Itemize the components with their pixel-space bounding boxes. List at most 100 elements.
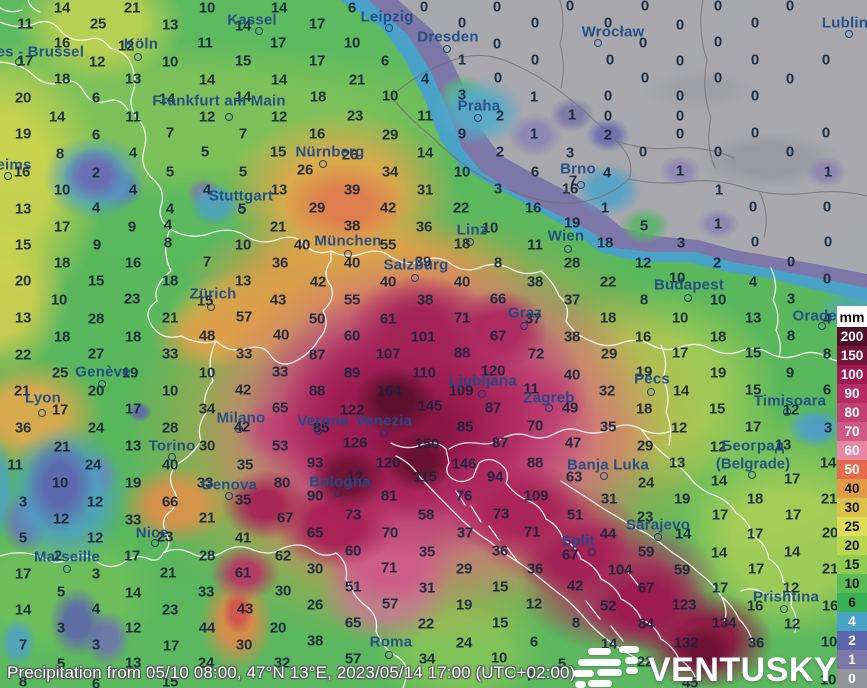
precip-value: 6 (380, 52, 390, 70)
precip-value: 87 (491, 434, 509, 452)
legend-cell-60: 60 (837, 441, 867, 460)
city-label: Brno (560, 160, 596, 178)
precip-value: 21 (269, 218, 287, 236)
precip-value: 10 (671, 309, 689, 327)
precip-value: 0 (675, 87, 685, 105)
precip-value: 7 (568, 172, 578, 190)
precip-value: 14 (416, 144, 434, 162)
precip-value: 123 (671, 596, 697, 614)
precip-value: 5 (165, 163, 175, 181)
precip-value: 5 (238, 163, 248, 181)
precip-value: 40 (453, 273, 471, 291)
precip-value: 0 (457, 14, 467, 32)
precip-value: 13 (668, 454, 686, 472)
precip-value: 19 (124, 474, 142, 492)
precip-value: 7 (165, 124, 175, 142)
precip-value: 14 (270, 0, 288, 17)
precip-value: 71 (453, 309, 471, 327)
precip-value: 11 (523, 380, 539, 398)
precip-value: 57 (381, 595, 399, 613)
precip-value: 0 (713, 0, 723, 15)
precip-value: 13 (161, 16, 179, 34)
precip-value: 57 (235, 308, 253, 326)
precip-value: 18 (53, 254, 71, 272)
precip-value: 29 (455, 560, 473, 578)
precip-value: 17 (783, 470, 801, 488)
precip-value: 21 (159, 564, 177, 582)
legend-cell-70: 70 (837, 422, 867, 441)
precip-value: 10 (381, 87, 399, 105)
precip-value: 18 (599, 309, 617, 327)
precip-value: 40 (563, 366, 581, 384)
city-label: Budapest (654, 276, 724, 294)
precip-value: 53 (271, 437, 289, 455)
precip-value: 35 (236, 456, 254, 474)
precip-value: 50 (308, 310, 326, 328)
precip-value: 22 (452, 199, 470, 217)
precip-value: 67 (276, 509, 294, 527)
precip-value: 0 (603, 14, 613, 32)
city-dot (780, 605, 788, 613)
precip-value: 51 (566, 506, 584, 524)
precip-value: 17 (53, 218, 71, 236)
precip-value: 38 (563, 328, 581, 346)
precip-value: 8 (639, 291, 649, 309)
precip-value: 88 (453, 344, 471, 362)
precip-value: 70 (381, 524, 399, 542)
precip-value: 33 (161, 345, 179, 363)
precip-value: 0 (675, 52, 685, 70)
precip-value: 0 (675, 107, 685, 125)
city-dot (319, 160, 327, 168)
precip-value: 36 (491, 542, 509, 560)
city-dot (314, 427, 322, 435)
precip-value: 145 (417, 397, 443, 415)
city-dot (38, 409, 46, 417)
precip-value: 11 (7, 456, 23, 474)
precip-value: 134 (711, 614, 737, 632)
precip-value: 37 (524, 310, 542, 328)
precip-value: 3 (56, 619, 66, 637)
precip-value: 39 (343, 181, 361, 199)
precip-value: 10 (343, 34, 361, 52)
precip-value: 0 (640, 69, 650, 87)
precip-value: 30 (235, 636, 253, 654)
precip-value: 9 (785, 364, 795, 382)
precip-value: 4 (91, 600, 101, 618)
precip-value: 15 (14, 236, 32, 254)
brand-icon-bar (578, 659, 621, 666)
precip-value: 12 (86, 529, 104, 547)
precip-value: 36 (747, 634, 765, 652)
precip-value: 60 (344, 542, 362, 560)
precip-value: 41 (234, 529, 252, 547)
precip-value: 17 (671, 344, 689, 362)
precip-value: 42 (379, 199, 397, 217)
precip-value: 93 (306, 454, 324, 472)
city-label: eims (0, 156, 32, 174)
precip-value: 10 (820, 633, 838, 651)
precip-value: 55 (379, 236, 397, 254)
precip-value: 0 (821, 124, 831, 142)
city-label: Genève (75, 363, 131, 381)
precip-value: 35 (234, 491, 252, 509)
city-label: Wrocław (581, 23, 645, 41)
precip-value: 4 (128, 144, 138, 162)
precip-value: 18 (124, 328, 142, 346)
precip-value: 0 (603, 107, 613, 125)
precip-value: 9 (92, 236, 102, 254)
precip-value: 57 (344, 650, 362, 668)
precip-value: 16 (308, 125, 326, 143)
precip-value: 0 (530, 14, 540, 32)
precipitation-legend[interactable]: mm 200 150 100 90 80 70 60 50 40 30 25 20 15 10 6 4 2 1 0 (837, 306, 867, 688)
city-label: München (314, 232, 382, 250)
precip-value: 8 (493, 254, 503, 272)
precip-value: 34 (381, 163, 399, 181)
city-dot (647, 388, 655, 396)
precip-value: 12 (709, 438, 727, 456)
precip-value: 61 (234, 564, 252, 582)
precip-value: 18 (161, 272, 179, 290)
precip-value: 1 (567, 106, 577, 124)
precip-value: 40 (379, 273, 397, 291)
